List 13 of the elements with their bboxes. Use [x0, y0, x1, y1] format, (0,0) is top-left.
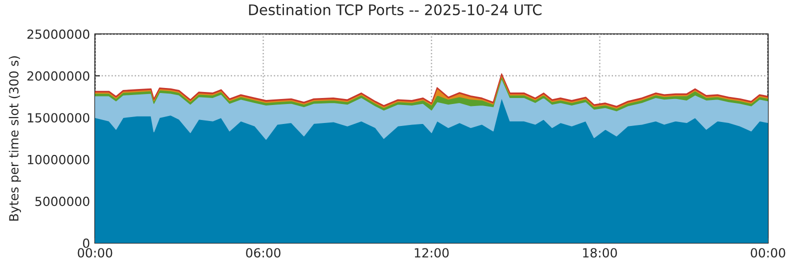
x-tick-label: 06:00 — [246, 248, 280, 258]
x-tick-label: 18:00 — [583, 248, 617, 258]
chart-title: Destination TCP Ports -- 2025-10-24 UTC — [249, 4, 542, 16]
y-axis-title: Bytes per time slot (300 s) — [8, 56, 21, 221]
x-tick-label: 00:00 — [78, 248, 112, 258]
y-tick-label: 25000000 — [27, 29, 90, 39]
x-tick-label: 00:00 — [750, 248, 786, 258]
y-tick-label: 10000000 — [28, 154, 90, 164]
y-tick-label: 15000000 — [28, 113, 90, 123]
y-tick-label: 5000000 — [35, 196, 90, 206]
y-tick-label: 20000000 — [27, 71, 90, 81]
x-tick-label: 12:00 — [414, 248, 449, 258]
y-tick-label: 0 — [83, 238, 90, 248]
